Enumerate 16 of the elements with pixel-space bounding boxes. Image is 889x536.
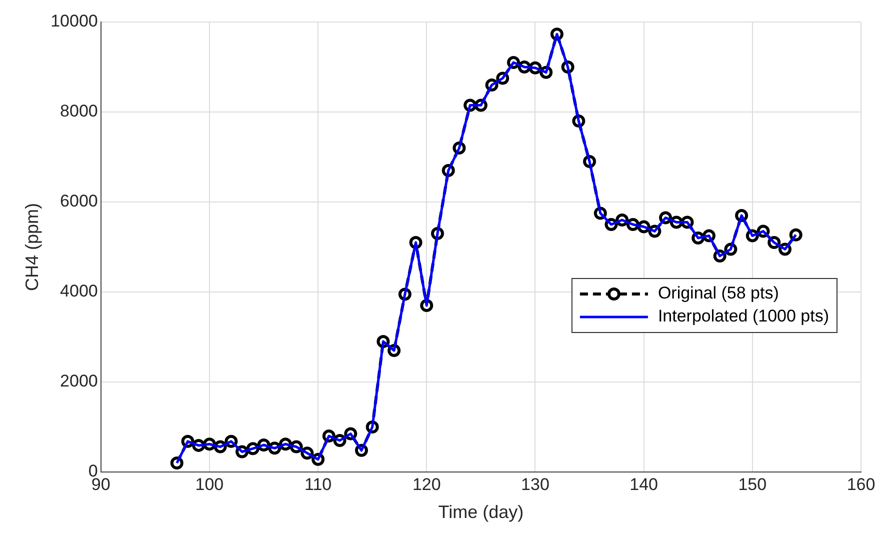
x-tick-label: 140: [630, 474, 658, 494]
y-axis-title: CH4 (ppm): [22, 202, 42, 292]
x-tick-label: 160: [846, 474, 876, 494]
legend-label: Original (58 pts): [658, 284, 779, 303]
legend-label: Interpolated (1000 pts): [658, 306, 830, 326]
x-axis-title: Time (day): [438, 502, 524, 522]
x-tick-label: 100: [195, 474, 224, 494]
y-tick-label: 10000: [50, 12, 98, 31]
y-tick-label: 6000: [60, 192, 98, 211]
x-tick-label: 120: [412, 474, 441, 494]
x-tick-label: 110: [304, 474, 332, 494]
y-tick-label: 4000: [60, 282, 98, 301]
x-tick-label: 150: [738, 474, 767, 494]
x-tick-label: 130: [521, 474, 550, 494]
y-tick-label: 8000: [60, 102, 98, 121]
y-tick-label: 2000: [60, 372, 98, 391]
